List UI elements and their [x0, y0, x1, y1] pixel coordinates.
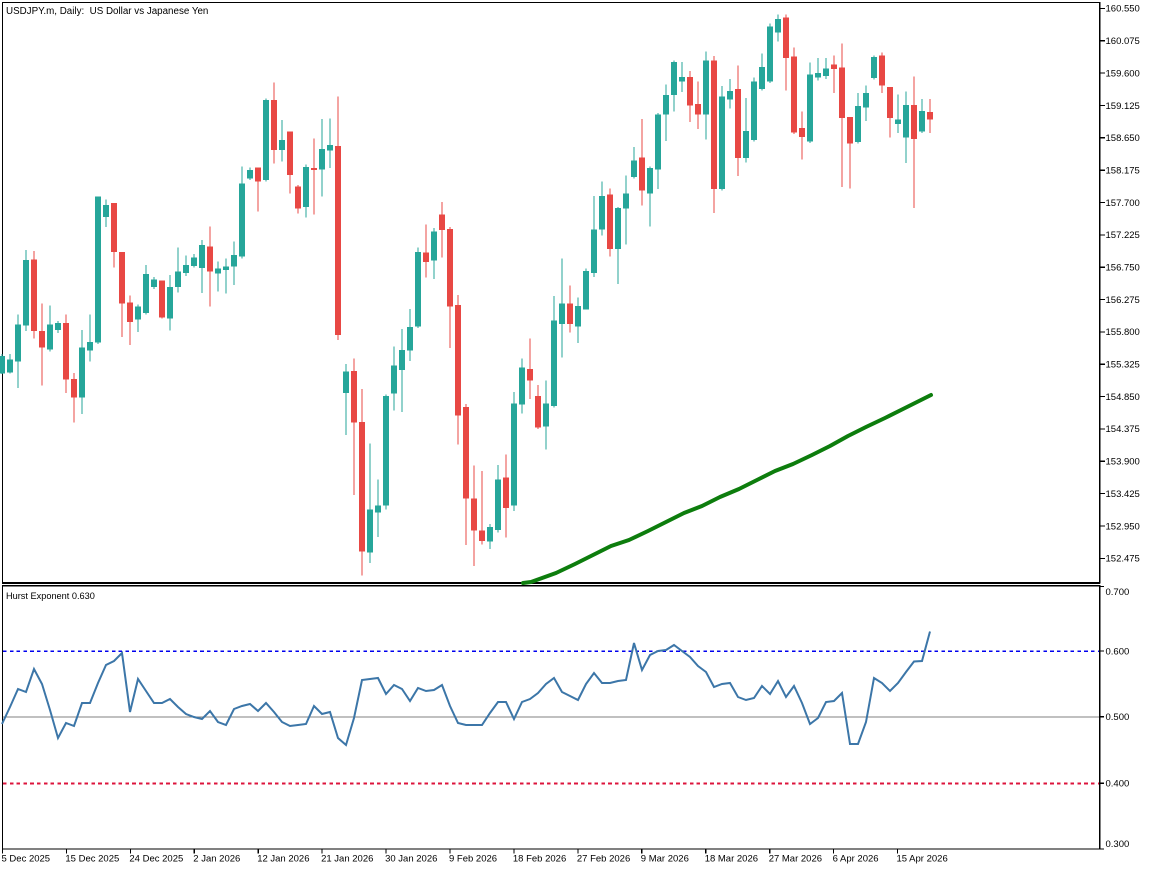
svg-text:160.550: 160.550	[1106, 4, 1140, 15]
svg-text:153.425: 153.425	[1106, 489, 1140, 500]
svg-text:2 Jan 2026: 2 Jan 2026	[193, 854, 240, 865]
svg-text:157.700: 157.700	[1106, 198, 1140, 209]
svg-text:157.225: 157.225	[1106, 230, 1140, 241]
svg-text:5 Dec 2025: 5 Dec 2025	[2, 854, 51, 865]
svg-text:21 Jan 2026: 21 Jan 2026	[321, 854, 373, 865]
svg-text:155.800: 155.800	[1106, 327, 1140, 338]
svg-text:15 Apr 2026: 15 Apr 2026	[897, 854, 948, 865]
svg-text:158.650: 158.650	[1106, 133, 1140, 144]
svg-text:6 Apr 2026: 6 Apr 2026	[833, 854, 879, 865]
svg-text:15 Dec 2025: 15 Dec 2025	[65, 854, 119, 865]
svg-text:152.475: 152.475	[1106, 554, 1140, 565]
svg-text:30 Jan 2026: 30 Jan 2026	[385, 854, 437, 865]
svg-text:155.325: 155.325	[1106, 360, 1140, 371]
svg-text:160.075: 160.075	[1106, 36, 1140, 47]
svg-text:18 Mar 2026: 18 Mar 2026	[705, 854, 758, 865]
svg-text:0.400: 0.400	[1106, 779, 1130, 790]
svg-text:9 Mar 2026: 9 Mar 2026	[641, 854, 689, 865]
svg-text:159.600: 159.600	[1106, 68, 1140, 79]
svg-text:0.700: 0.700	[1106, 587, 1130, 598]
svg-text:18 Feb 2026: 18 Feb 2026	[513, 854, 566, 865]
svg-text:USDJPY.m, Daily: US Dollar vs: USDJPY.m, Daily: US Dollar vs Japanese Y…	[6, 6, 208, 17]
svg-text:27 Feb 2026: 27 Feb 2026	[577, 854, 630, 865]
svg-text:154.375: 154.375	[1106, 424, 1140, 435]
svg-text:0.300: 0.300	[1106, 839, 1130, 850]
svg-text:159.125: 159.125	[1106, 101, 1140, 112]
svg-text:0.600: 0.600	[1106, 646, 1130, 657]
svg-text:153.900: 153.900	[1106, 457, 1140, 468]
svg-text:156.750: 156.750	[1106, 263, 1140, 274]
svg-text:156.275: 156.275	[1106, 295, 1140, 306]
svg-text:152.950: 152.950	[1106, 521, 1140, 532]
svg-text:Hurst Exponent 0.630: Hurst Exponent 0.630	[6, 591, 95, 601]
svg-text:158.175: 158.175	[1106, 166, 1140, 177]
svg-text:24 Dec 2025: 24 Dec 2025	[129, 854, 183, 865]
svg-text:154.850: 154.850	[1106, 392, 1140, 403]
svg-text:9 Feb 2026: 9 Feb 2026	[449, 854, 497, 865]
svg-text:27 Mar 2026: 27 Mar 2026	[769, 854, 822, 865]
svg-text:0.500: 0.500	[1106, 712, 1130, 723]
svg-text:12 Jan 2026: 12 Jan 2026	[257, 854, 309, 865]
